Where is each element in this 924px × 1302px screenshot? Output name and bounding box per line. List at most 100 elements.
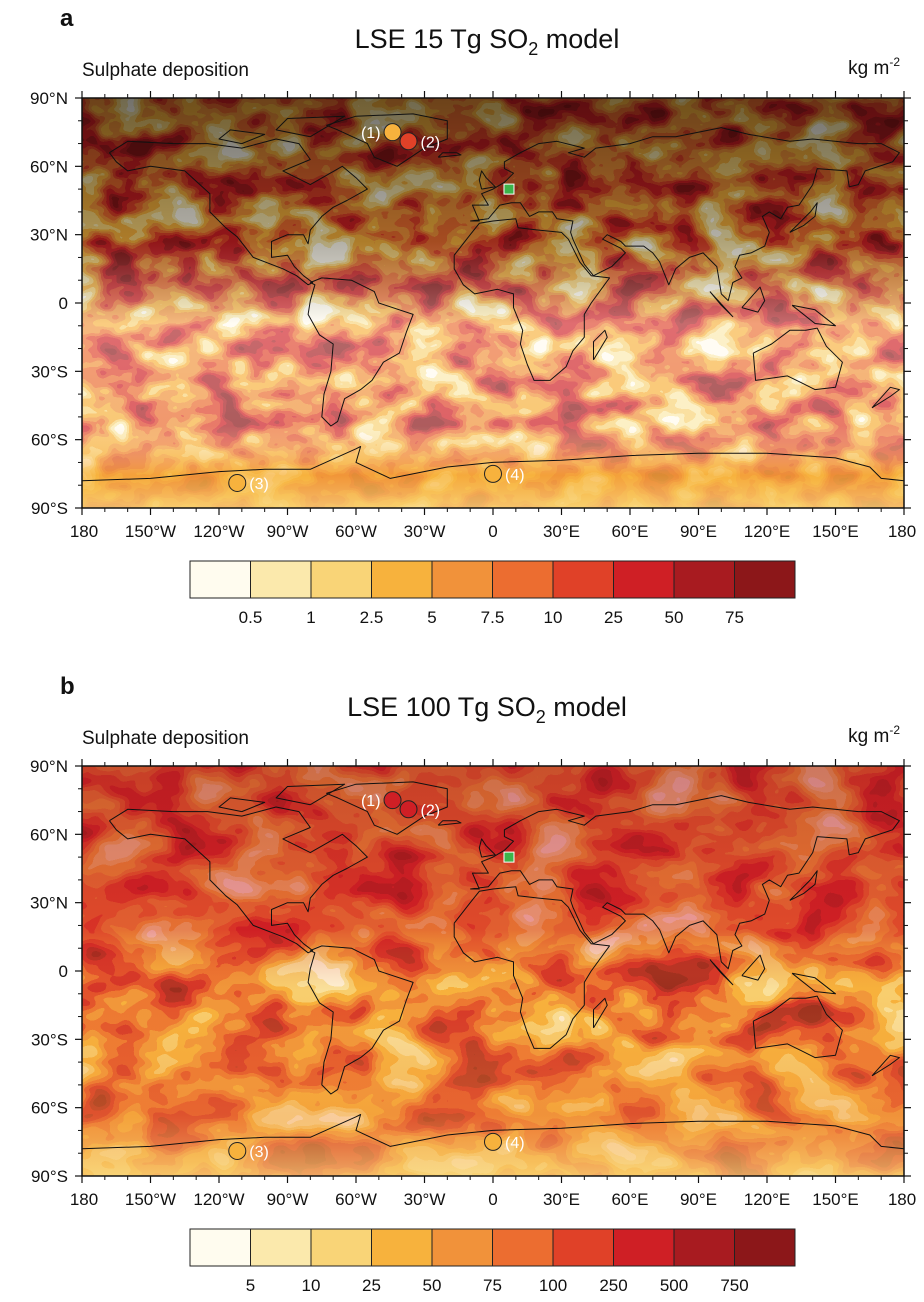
coastline-11 bbox=[709, 959, 734, 986]
site-marker bbox=[399, 800, 418, 819]
colorbar-box bbox=[310, 1228, 372, 1267]
coastline-9 bbox=[593, 329, 608, 361]
lon-label: 150°E bbox=[812, 522, 859, 541]
lon-label: 150°W bbox=[125, 522, 176, 541]
lon-label: 0 bbox=[488, 1190, 497, 1209]
lon-label: 180 bbox=[888, 1190, 916, 1209]
lat-label: 30°S bbox=[31, 1030, 68, 1049]
colorbar-tick-label: 250 bbox=[599, 1276, 627, 1295]
coastline-8 bbox=[437, 820, 462, 826]
colorbar-box bbox=[492, 560, 554, 599]
site-marker bbox=[383, 123, 402, 142]
lat-label: 90°S bbox=[31, 1167, 68, 1186]
colorbar-box bbox=[734, 1228, 796, 1267]
colorbar-box bbox=[734, 560, 796, 599]
lat-label: 30°N bbox=[30, 226, 68, 245]
panel-title: LSE 100 Tg SO2 model bbox=[347, 692, 627, 727]
colorbar-box bbox=[431, 1228, 493, 1267]
coastline-16 bbox=[218, 129, 266, 145]
coastlines bbox=[81, 781, 905, 1150]
units-label: kg m-2 bbox=[848, 723, 900, 747]
longitude-axis: 180 150°W 120°W 90°W 60°W 30°W 0 30°E 60°E 90°E 12… bbox=[70, 759, 916, 1209]
coastline-10 bbox=[789, 202, 818, 233]
coastline-14 bbox=[871, 386, 900, 409]
title-text: LSE 15 Tg SO bbox=[355, 24, 529, 54]
lon-label: 180 bbox=[70, 522, 98, 541]
colorbar-box bbox=[250, 1228, 312, 1267]
lon-label: 180 bbox=[888, 522, 916, 541]
lat-label: 60°S bbox=[31, 431, 68, 450]
colorbar-tick-label: 750 bbox=[720, 1276, 748, 1295]
colorbar-tick-label: 500 bbox=[660, 1276, 688, 1295]
lon-label: 30°W bbox=[404, 1190, 446, 1209]
sites: (1) (2) (3) (4) bbox=[228, 791, 525, 1161]
panel-b: b LSE 100 Tg SO2 model Sulphate deposition… bbox=[30, 673, 916, 1295]
coastline-13 bbox=[791, 304, 836, 327]
deposition-field bbox=[82, 98, 904, 508]
colorbar-tick-label: 75 bbox=[483, 1276, 502, 1295]
coastline-5 bbox=[752, 995, 843, 1059]
site-label: (4) bbox=[505, 1135, 525, 1152]
coastline-0 bbox=[109, 806, 368, 954]
coastline-1 bbox=[326, 113, 448, 167]
lon-label: 30°W bbox=[404, 522, 446, 541]
site-label: (1) bbox=[361, 125, 381, 142]
lon-label: 30°E bbox=[543, 1190, 580, 1209]
coastline-14 bbox=[871, 1054, 900, 1077]
colorbar-tick-label: 10 bbox=[302, 1276, 321, 1295]
colorbar-tick-label: 0.5 bbox=[239, 608, 263, 627]
coastline-11 bbox=[709, 291, 734, 318]
lon-label: 60°W bbox=[335, 522, 377, 541]
colorbar-tick-label: 5 bbox=[427, 608, 436, 627]
coastline-13 bbox=[791, 972, 836, 995]
site-label: (3) bbox=[249, 1144, 269, 1161]
lon-label: 60°E bbox=[611, 1190, 648, 1209]
title-subscript: 2 bbox=[528, 39, 538, 59]
coastlines bbox=[81, 113, 905, 482]
coastline-0 bbox=[109, 138, 368, 286]
title-text: LSE 100 Tg SO bbox=[347, 692, 536, 722]
coastline-6 bbox=[81, 446, 905, 482]
site-label: (4) bbox=[505, 467, 525, 484]
site-label: (2) bbox=[421, 134, 441, 151]
lon-label: 90°W bbox=[267, 1190, 309, 1209]
lon-label: 120°E bbox=[744, 522, 791, 541]
colorbar-box bbox=[492, 1228, 554, 1267]
lat-label: 60°N bbox=[30, 157, 68, 176]
colorbar-box bbox=[673, 1228, 735, 1267]
lon-label: 30°E bbox=[543, 522, 580, 541]
units-text: kg m bbox=[848, 58, 889, 79]
lat-label: 0 bbox=[59, 294, 68, 313]
site-marker bbox=[228, 1141, 247, 1160]
lat-label: 90°N bbox=[30, 757, 68, 776]
colorbar-box bbox=[613, 560, 675, 599]
colorbar-box bbox=[552, 1228, 614, 1267]
coastline-4 bbox=[453, 218, 610, 381]
coastline-6 bbox=[81, 1114, 905, 1150]
colorbar: 5 10 25 50 75 100 250 500 750 bbox=[189, 1228, 796, 1295]
colorbar-box bbox=[250, 560, 312, 599]
coastline-3 bbox=[470, 795, 900, 970]
coastline-3 bbox=[470, 127, 900, 302]
site-marker bbox=[484, 1132, 502, 1151]
colorbar-box bbox=[613, 1228, 675, 1267]
colorbar-tick-label: 50 bbox=[665, 608, 684, 627]
coastline-1 bbox=[326, 781, 448, 835]
units-label: kg m-2 bbox=[848, 55, 900, 79]
colorbar-box bbox=[552, 560, 614, 599]
coastline-4 bbox=[453, 886, 610, 1049]
colorbar-box bbox=[431, 560, 493, 599]
lon-label: 60°E bbox=[611, 522, 648, 541]
panel-label: b bbox=[60, 673, 75, 700]
lon-label: 180 bbox=[70, 1190, 98, 1209]
title-text-end: model bbox=[538, 24, 619, 54]
field-latitudinal-trend bbox=[82, 98, 904, 508]
colorbar-tick-label: 5 bbox=[246, 1276, 255, 1295]
field-latitudinal-trend bbox=[82, 766, 904, 1176]
colorbar-box bbox=[310, 560, 372, 599]
deposition-field bbox=[82, 766, 904, 1176]
coastline-15 bbox=[275, 115, 346, 138]
coastline-2 bbox=[307, 945, 414, 1095]
